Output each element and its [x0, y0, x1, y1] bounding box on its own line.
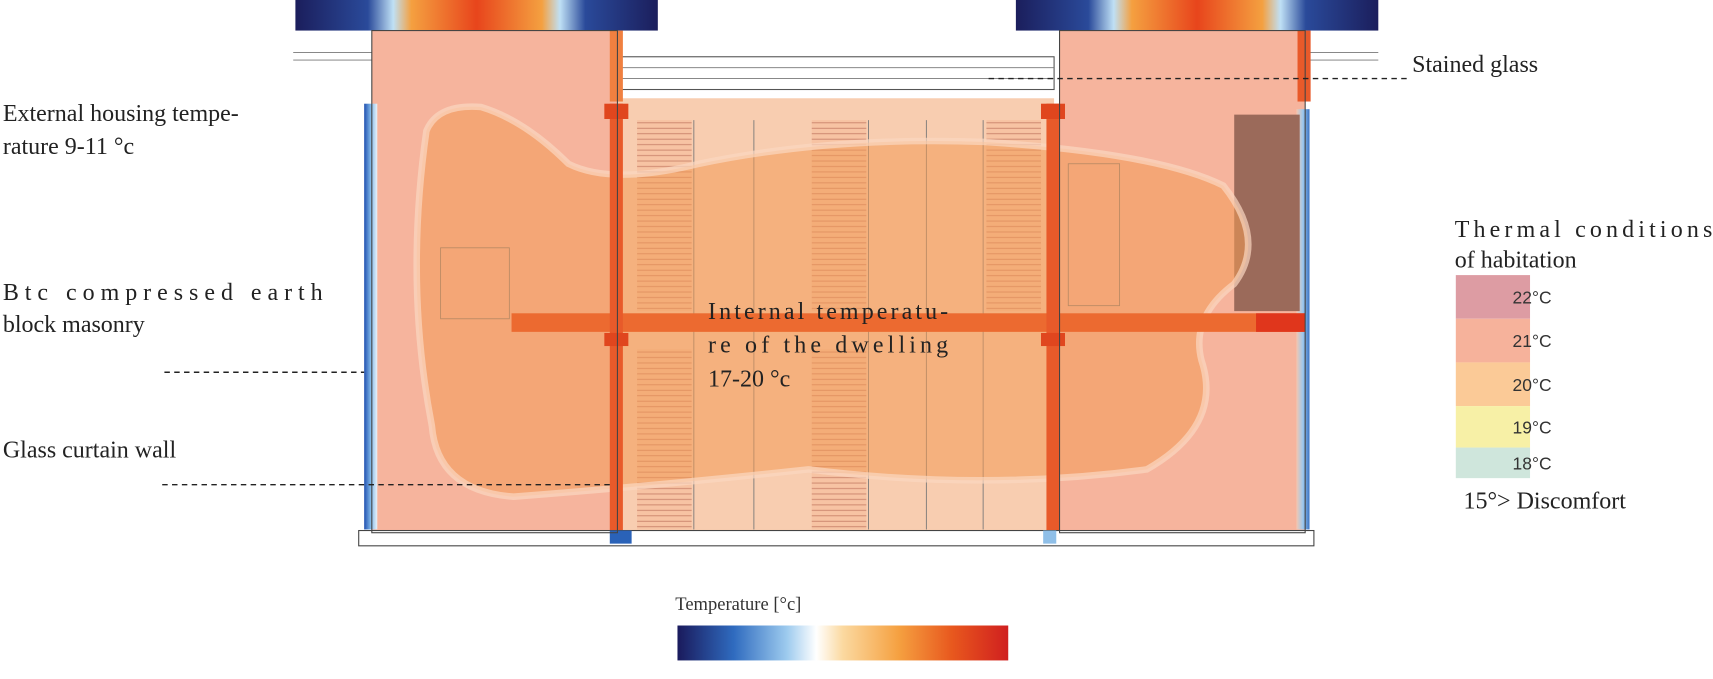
legend-label: 22°C	[1513, 287, 1552, 307]
legend-note: 15°> Discomfort	[1463, 489, 1626, 515]
legend: 22°C 21°C 20°C 19°C 18°C	[1455, 275, 1552, 479]
legend-swatch	[1455, 362, 1531, 407]
label: Internal temperatu-	[708, 299, 948, 325]
legend-label: 18°C	[1513, 453, 1552, 473]
legend-swatch	[1455, 275, 1531, 319]
legend-swatch	[1455, 447, 1531, 479]
label: Btc compressed earth	[3, 280, 323, 306]
leader-lines	[162, 77, 1409, 486]
label: Glass curtain wall	[3, 437, 177, 463]
building-section	[293, 0, 1379, 547]
legend-title: Thermal conditions	[1455, 217, 1713, 243]
label: External housing tempe-	[3, 101, 239, 127]
colorbar: Temperature [°c]	[675, 594, 1009, 661]
label: Stained glass	[1412, 52, 1538, 78]
colorbar-scale	[677, 625, 1009, 661]
legend-title: of habitation	[1455, 247, 1577, 273]
legend-swatch	[1455, 318, 1531, 363]
colorbar-title: Temperature [°c]	[675, 594, 801, 615]
label: 17-20 °c	[708, 366, 790, 392]
legend-label: 21°C	[1513, 331, 1552, 351]
legend-label: 19°C	[1513, 417, 1552, 437]
label: rature 9-11 °c	[3, 134, 134, 160]
legend-swatch	[1455, 406, 1531, 448]
label: block masonry	[3, 312, 145, 338]
legend-label: 20°C	[1513, 375, 1552, 395]
